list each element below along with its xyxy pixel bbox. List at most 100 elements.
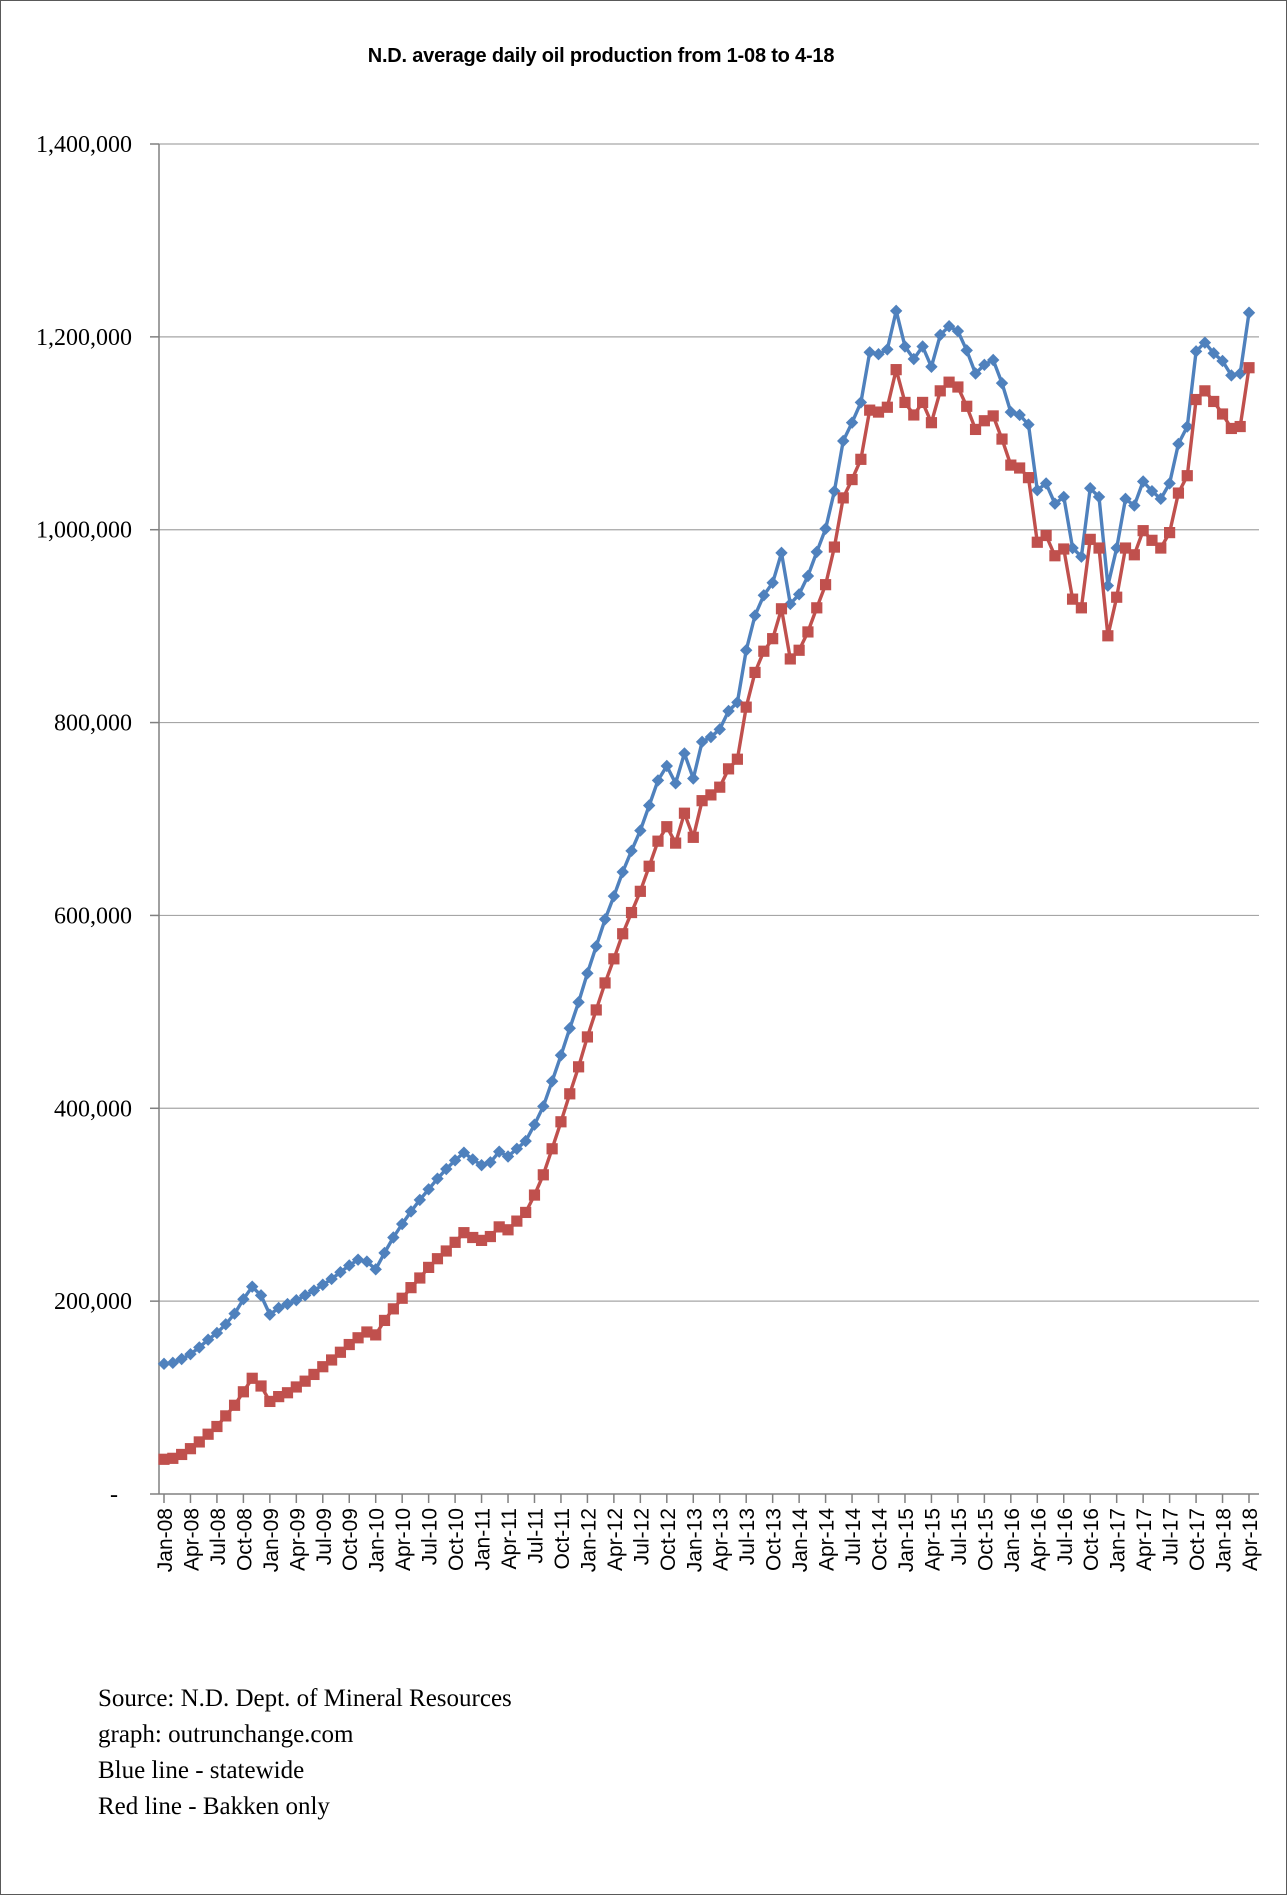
bakken-only-marker xyxy=(925,417,938,429)
statewide-marker xyxy=(290,1293,303,1307)
statewide-marker xyxy=(1225,369,1238,382)
bakken-only-marker xyxy=(1137,525,1149,537)
bakken-only-marker xyxy=(1066,593,1079,605)
statewide-marker xyxy=(254,1289,268,1302)
statewide-marker xyxy=(1031,483,1044,497)
x-axis-label: Jul-12 xyxy=(630,1508,653,1565)
y-axis-ticks xyxy=(150,143,159,1495)
statewide-marker xyxy=(881,343,894,356)
bakken-only-marker xyxy=(458,1227,470,1239)
bakken-only-marker xyxy=(1199,385,1211,397)
x-axis-label: Jul-13 xyxy=(736,1508,759,1565)
bakken-only-marker xyxy=(264,1395,276,1408)
bakken-only-marker xyxy=(493,1221,505,1233)
bakken-only-marker xyxy=(1075,602,1087,614)
bakken-only-marker xyxy=(449,1236,461,1248)
bakken-only-marker xyxy=(396,1292,408,1304)
bakken-only-marker xyxy=(352,1332,364,1344)
x-axis-label: Jul-16 xyxy=(1054,1508,1077,1565)
statewide-marker xyxy=(607,889,621,903)
statewide-marker xyxy=(545,1075,559,1088)
statewide-marker xyxy=(669,777,682,790)
x-axis-label: Oct-15 xyxy=(974,1508,997,1571)
bakken-only-marker xyxy=(361,1326,373,1338)
statewide-marker xyxy=(986,353,1000,367)
bakken-only-marker xyxy=(431,1253,444,1265)
x-axis-label: Jul-09 xyxy=(313,1508,336,1565)
statewide-marker xyxy=(1013,408,1026,422)
x-axis-label: Oct-17 xyxy=(1186,1508,1209,1571)
statewide-marker xyxy=(263,1308,277,1321)
bakken-only-marker xyxy=(749,666,761,679)
x-axis-label: Jul-10 xyxy=(419,1508,442,1565)
x-axis-label: Oct-08 xyxy=(233,1508,256,1571)
axes xyxy=(158,144,1259,1495)
bakken-only-marker xyxy=(1093,542,1105,554)
x-axis-label: Jan-09 xyxy=(260,1508,283,1572)
bakken-only-marker xyxy=(405,1282,417,1294)
bakken-only-marker xyxy=(1058,543,1070,555)
statewide-marker xyxy=(1110,541,1123,555)
bakken-only-marker xyxy=(978,415,990,427)
bakken-only-marker xyxy=(1049,550,1061,562)
x-axis-label: Apr-14 xyxy=(816,1508,839,1571)
statewide-marker xyxy=(298,1289,312,1302)
statewide-marker xyxy=(766,576,779,589)
statewide-marker xyxy=(528,1118,541,1131)
bakken-only-marker xyxy=(802,626,814,638)
statewide-marker xyxy=(1207,347,1220,360)
x-axis-label: Jan-15 xyxy=(895,1508,918,1572)
statewide-marker xyxy=(757,589,771,602)
statewide-marker xyxy=(907,352,920,366)
bakken-only-marker xyxy=(837,492,849,504)
bakken-only-marker xyxy=(1014,462,1026,474)
statewide-marker xyxy=(201,1333,215,1346)
bakken-only-marker xyxy=(819,579,832,591)
bakken-only-marker xyxy=(731,753,743,765)
bakken-only-marker xyxy=(687,831,699,843)
bakken-only-marker xyxy=(290,1381,302,1393)
x-axis-label: Oct-11 xyxy=(551,1508,574,1569)
statewide-marker xyxy=(210,1326,224,1340)
x-axis-ticks xyxy=(163,1494,1250,1503)
statewide-marker xyxy=(590,940,603,953)
statewide-marker xyxy=(1119,492,1132,506)
bakken-only-marker xyxy=(255,1380,267,1392)
statewide-marker xyxy=(1075,550,1088,563)
x-axis-label: Jan-18 xyxy=(1213,1508,1236,1572)
statewide-marker xyxy=(731,696,744,709)
bakken-only-marker xyxy=(1172,487,1185,499)
bakken-only-marker xyxy=(908,409,920,421)
bakken-only-marker xyxy=(440,1245,452,1257)
bakken-only-marker xyxy=(996,433,1008,445)
y-axis-labels: 1,400,000 1,200,000 1,000,000 800,000 600,00… xyxy=(36,132,132,1508)
statewide-marker xyxy=(616,865,629,879)
x-axis-label: Oct-12 xyxy=(657,1508,680,1571)
bakken-only-marker xyxy=(502,1224,514,1236)
bakken-only-marker xyxy=(378,1314,391,1327)
statewide-marker xyxy=(387,1231,400,1244)
statewide-marker xyxy=(219,1318,232,1331)
statewide-marker xyxy=(369,1263,382,1276)
y-axis-label: 1,000,000 xyxy=(36,518,132,544)
statewide-marker xyxy=(193,1341,206,1354)
statewide-marker xyxy=(801,569,815,583)
bakken-only-marker xyxy=(969,423,982,436)
bakken-only-marker xyxy=(1216,408,1229,420)
statewide-marker xyxy=(484,1156,497,1169)
statewide-marker xyxy=(1154,492,1167,506)
bakken-only-marker xyxy=(722,763,735,775)
statewide-marker xyxy=(1145,484,1159,498)
statewide-marker xyxy=(1216,354,1229,368)
statewide-marker xyxy=(228,1307,241,1320)
x-axis-label: Jul-15 xyxy=(948,1508,971,1565)
statewide-marker xyxy=(934,328,947,342)
statewide-marker xyxy=(501,1150,515,1163)
statewide-marker xyxy=(1084,482,1097,495)
statewide-marker xyxy=(748,609,762,622)
bakken-only-marker xyxy=(1208,395,1220,408)
statewide-marker xyxy=(1163,477,1176,490)
statewide-marker xyxy=(1233,367,1247,380)
bakken-only-marker xyxy=(917,396,929,409)
bakken-only-marker xyxy=(661,821,673,833)
